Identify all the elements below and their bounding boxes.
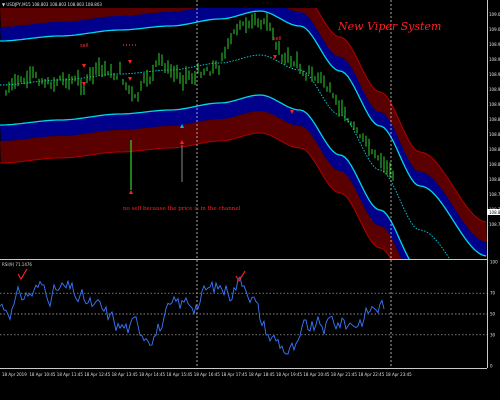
price-tick-label: 108.945 [489, 72, 500, 77]
time-tick-label: 18 Apr 17:45 [221, 372, 248, 377]
time-tick-label: 18 Apr 11:45 [57, 372, 84, 377]
time-tick-label: 18 Apr 18:45 [249, 372, 276, 377]
price-tick-label: 108.825 [489, 162, 500, 167]
rsi-line [0, 276, 385, 355]
rsi-tick-label: 0 [490, 364, 493, 369]
price-tick-label: 108.865 [489, 132, 500, 137]
buy-arrow-icon [180, 140, 184, 144]
time-tick-label: 18 Apr 12:45 [84, 372, 111, 377]
symbol-header: ▼ USDJPY,M15 108.803 108.803 108.803 108… [2, 2, 102, 7]
rsi-axis: 100 70 50 30 0 [490, 260, 498, 369]
buy-arrow-icon [129, 190, 133, 194]
price-tick-label: 108.745 [489, 222, 500, 227]
sell-label: sell [273, 36, 281, 42]
time-tick-label: 18 Apr 21:45 [331, 372, 358, 377]
price-tick-label: 108.905 [489, 102, 500, 107]
upper-cyan-line [0, 10, 487, 257]
rsi-tick-label: 30 [490, 332, 496, 337]
time-tick-label: 18 Apr 10:45 [29, 372, 56, 377]
lower-cyan-line [0, 94, 410, 259]
price-tick-label: 108.785 [489, 192, 500, 197]
time-tick-label: 18 Apr 22:45 [358, 372, 385, 377]
sell-arrow-icon [128, 60, 132, 64]
time-tick-label: 18 Apr 16:45 [194, 372, 221, 377]
chart-annotation: no sell because the price is in the chan… [123, 206, 241, 212]
time-tick-label: 18 Apr 15:45 [166, 372, 193, 377]
channel-midline [0, 54, 451, 259]
price-tick-label: 108.985 [489, 42, 500, 47]
rsi-tick-label: 100 [490, 260, 498, 265]
check-mark-icon [17, 268, 28, 281]
price-tick-label: 108.803 [489, 177, 500, 182]
current-price-marker [487, 209, 500, 215]
sell-arrow-icon [82, 64, 86, 68]
candles [5, 12, 394, 190]
price-tick-label: 109.005 [489, 27, 500, 32]
price-tick-label: 109.025 [489, 12, 500, 17]
indicator-header: RSI(9) 71.1476 [2, 262, 32, 267]
sell-label: sell [80, 43, 88, 49]
current-price-label: 108.803 [489, 210, 500, 215]
upper-inner-band [0, 8, 487, 256]
rsi-tick-label: 70 [490, 291, 496, 296]
price-tick-label: 108.845 [489, 147, 500, 152]
price-tick-label: 108.885 [489, 117, 500, 122]
sell-arrow-icon [82, 82, 86, 86]
rsi-tick-label: 50 [490, 312, 496, 317]
sell-arrow-icon [273, 55, 277, 59]
price-axis: 109.025 109.005 108.985 108.965 108.945 108.9… [487, 12, 500, 227]
price-pane[interactable] [0, 0, 487, 378]
time-tick-label: 18 Apr 19:45 [276, 372, 303, 377]
sell-arrow-icon [128, 77, 132, 81]
price-tick-label: 108.925 [489, 87, 500, 92]
sell-arrow-icon [290, 110, 294, 114]
price-tick-label: 108.965 [489, 57, 500, 62]
system-title: New Viper System [337, 20, 441, 33]
time-tick-label: 18 Apr 23:45 [386, 372, 413, 377]
time-axis: 18 Apr 2019 18 Apr 10:45 18 Apr 11:45 18 Ap… [2, 372, 412, 377]
upper-band-edge [315, 8, 487, 223]
time-tick-label: 18 Apr 20:45 [303, 372, 330, 377]
lower-band-edge [0, 132, 392, 259]
rsi-pane[interactable] [0, 268, 487, 355]
check-mark-icon [235, 270, 246, 283]
time-tick-label: 18 Apr 14:45 [139, 372, 166, 377]
time-tick-label: 18 Apr 2019 [2, 372, 27, 377]
buy-arrow-icon [180, 124, 184, 128]
time-tick-label: 18 Apr 13:45 [112, 372, 139, 377]
